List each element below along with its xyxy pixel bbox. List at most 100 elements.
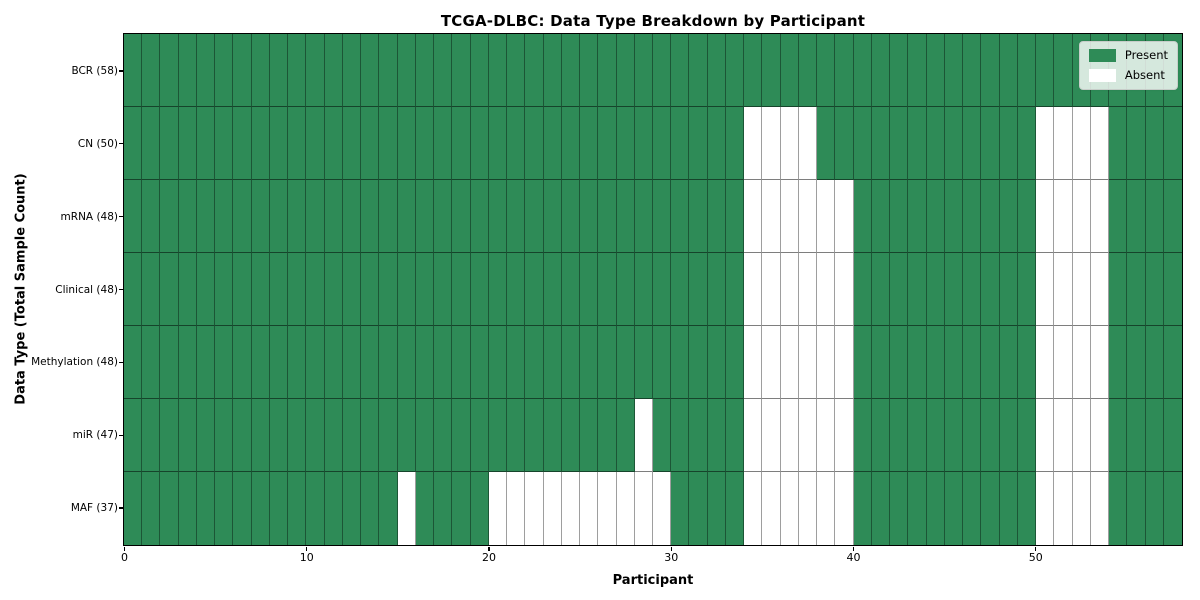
heatmap-cell (288, 399, 307, 472)
legend-item-absent: Absent (1088, 69, 1168, 82)
heatmap-cell (288, 472, 307, 545)
heatmap-cell (525, 472, 544, 545)
heatmap-cell (507, 326, 526, 399)
heatmap-cell (780, 107, 799, 180)
heatmap-cell (525, 34, 544, 107)
heatmap-cell (561, 180, 581, 253)
heatmap-cell (379, 253, 398, 326)
heatmap-cell (944, 472, 964, 545)
heatmap-cell (215, 472, 234, 545)
heatmap-cell (744, 253, 763, 326)
heatmap-cell (890, 253, 909, 326)
heatmap-cell (963, 107, 982, 180)
heatmap-cell (798, 253, 818, 326)
heatmap-cell (434, 180, 453, 253)
heatmap-cell (178, 326, 197, 399)
heatmap-cell (561, 326, 581, 399)
heatmap-cell (124, 253, 143, 326)
heatmap-cell (871, 34, 891, 107)
heatmap-cell (1109, 180, 1128, 253)
x-tick-label: 0 (121, 551, 128, 564)
heatmap-cell (926, 180, 945, 253)
heatmap-cell (561, 253, 581, 326)
heatmap-cell (616, 34, 635, 107)
heatmap-cell (543, 180, 562, 253)
heatmap-cell (853, 180, 872, 253)
heatmap-cell (324, 34, 343, 107)
heatmap-cell (744, 107, 763, 180)
heatmap-cell (434, 107, 453, 180)
heatmap-cell (890, 107, 909, 180)
legend-item-present: Present (1088, 48, 1168, 62)
heatmap-cell (580, 180, 599, 253)
heatmap-cell (1127, 472, 1146, 545)
heatmap-cell (124, 326, 143, 399)
heatmap-cell (616, 253, 635, 326)
heatmap-cell (142, 107, 161, 180)
heatmap-cell (470, 472, 489, 545)
heatmap-cell (780, 253, 799, 326)
heatmap-cell (415, 326, 435, 399)
legend-label-present: Present (1124, 48, 1168, 62)
heatmap-cell (981, 253, 1000, 326)
heatmap-cell (1109, 472, 1128, 545)
heatmap-cell (1145, 472, 1164, 545)
heatmap-cell (798, 326, 818, 399)
heatmap-cell (981, 326, 1000, 399)
heatmap-cell (707, 326, 726, 399)
heatmap-cell (124, 399, 143, 472)
heatmap-cell (124, 107, 143, 180)
heatmap-cell (196, 34, 216, 107)
heatmap-cell (725, 253, 745, 326)
heatmap-cell (963, 253, 982, 326)
y-tick-label: CN (50) (77, 137, 118, 150)
heatmap-cell (361, 326, 380, 399)
heatmap-cell (342, 34, 362, 107)
heatmap-cell (160, 326, 179, 399)
heatmap-cell (288, 326, 307, 399)
x-tick-mark (852, 546, 855, 551)
heatmap-cell (525, 399, 544, 472)
heatmap-cell (379, 107, 398, 180)
heatmap-cell (580, 472, 599, 545)
heatmap-cell (1036, 107, 1055, 180)
heatmap-grid (124, 34, 1182, 545)
heatmap-cell (707, 399, 726, 472)
heatmap-cell (853, 107, 872, 180)
heatmap-cell (397, 253, 416, 326)
heatmap-cell (306, 34, 325, 107)
heatmap-cell (196, 180, 216, 253)
heatmap-cell (1145, 326, 1164, 399)
heatmap-cell (233, 326, 252, 399)
heatmap-cell (634, 107, 653, 180)
heatmap-cell (178, 180, 197, 253)
x-tick-label: 20 (481, 551, 496, 564)
heatmap-cell (452, 472, 471, 545)
heatmap-cell (434, 253, 453, 326)
heatmap-cell (361, 34, 380, 107)
heatmap-cell (780, 326, 799, 399)
heatmap-cell (634, 399, 653, 472)
heatmap-cell (178, 399, 197, 472)
heatmap-cell (269, 180, 289, 253)
heatmap-cell (1017, 180, 1037, 253)
heatmap-cell (306, 472, 325, 545)
heatmap-cell (1036, 399, 1055, 472)
heatmap-cell (434, 326, 453, 399)
legend-swatch-present (1088, 49, 1116, 62)
heatmap-cell (890, 399, 909, 472)
plot-area: Present Absent (123, 33, 1183, 546)
heatmap-cell (1054, 472, 1073, 545)
heatmap-cell (871, 472, 891, 545)
y-tick-label: mRNA (48) (60, 210, 118, 223)
heatmap-cell (324, 180, 343, 253)
heatmap-cell (1127, 107, 1146, 180)
x-tick-mark (306, 546, 308, 551)
heatmap-cell (160, 472, 179, 545)
heatmap-cell (488, 472, 508, 545)
x-tick-label: 10 (299, 551, 314, 564)
heatmap-cell (762, 34, 781, 107)
heatmap-cell (1054, 399, 1073, 472)
heatmap-cell (707, 180, 726, 253)
heatmap-cell (871, 253, 891, 326)
